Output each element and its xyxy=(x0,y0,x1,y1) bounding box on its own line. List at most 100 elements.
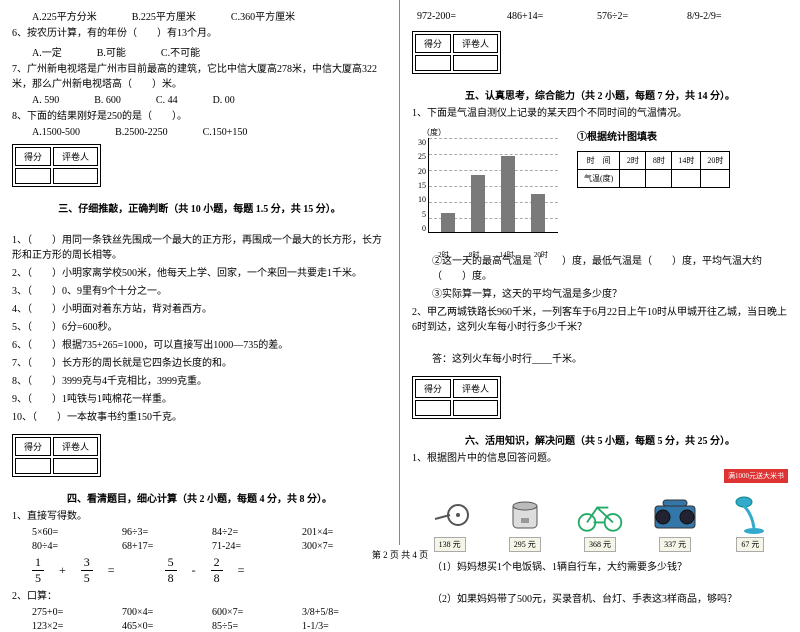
table-cell xyxy=(672,170,701,188)
grader-label: 评卷人 xyxy=(53,147,98,166)
section-4-title: 四、看清题目，细心计算（共 2 小题，每题 4 分，共 8 分）。 xyxy=(12,490,387,505)
judge-item: 8、（ ）3999克与4千克相比，3999克重。 xyxy=(12,374,387,389)
product-lamp: 67 元 xyxy=(725,495,775,552)
product-radio: 337 元 xyxy=(650,495,700,552)
calc-item: 600×7= xyxy=(212,607,272,618)
opt: B.225平方厘米 xyxy=(132,8,196,23)
score-box: 得分评卷人 xyxy=(12,144,101,187)
calc-1-title: 1、直接写得数。 xyxy=(12,509,387,524)
opt: C.360平方厘米 xyxy=(231,8,295,23)
score-box: 得分评卷人 xyxy=(412,31,501,74)
calc-row: 123×2= 465×0= 85÷5= 1-1/3= xyxy=(12,621,387,632)
calc-item: 576÷2= xyxy=(597,11,657,22)
q8-options: A.1500-500 B.2500-2250 C.150+150 xyxy=(12,127,387,138)
score-label: 得分 xyxy=(415,34,451,53)
opt: D. 00 xyxy=(213,95,235,106)
calc-2-title: 2、口算： xyxy=(12,589,387,604)
watch-icon xyxy=(425,495,475,535)
table-header: 气温(度) xyxy=(578,170,620,188)
grader-label: 评卷人 xyxy=(53,437,98,456)
score-box: 得分评卷人 xyxy=(12,434,101,477)
section-5-title: 五、认真思考，综合能力（共 2 小题，每题 7 分，共 14 分）。 xyxy=(412,87,788,102)
y-axis-label: （度） xyxy=(422,127,562,138)
calc-item: 85÷5= xyxy=(212,621,272,632)
table-header: 时 间 xyxy=(578,152,620,170)
bike-icon xyxy=(575,495,625,535)
q8: 8、下面的结果刚好是250的是（ ）。 xyxy=(12,109,387,124)
opt: C.150+150 xyxy=(203,127,248,138)
opt: C. 44 xyxy=(156,95,178,106)
opt: B.可能 xyxy=(97,44,126,59)
calc-item: 8/9-2/9= xyxy=(687,11,747,22)
calc-item: 972-200= xyxy=(417,11,477,22)
chart-title: ①根据统计图填表 xyxy=(577,130,730,145)
opt: A.1500-500 xyxy=(32,127,80,138)
score-box: 得分评卷人 xyxy=(412,376,501,419)
calc-item: 700×4= xyxy=(122,607,182,618)
p1: 1、根据图片中的信息回答问题。 xyxy=(412,451,788,466)
calc-item: 5×60= xyxy=(32,527,92,538)
judge-item: 9、（ ）1吨铁与1吨棉花一样重。 xyxy=(12,392,387,407)
q5-1: 1、下面是气温自测仪上记录的某天四个不同时间的气温情况。 xyxy=(412,106,788,121)
promo-banner: 满1000元送大米书 xyxy=(724,469,788,483)
calc-item: 201×4= xyxy=(302,527,362,538)
calc-row: 275+0= 700×4= 600×7= 3/8+5/8= xyxy=(12,607,387,618)
q6: 6、按农历计算，有的年份（ ）有13个月。 xyxy=(12,26,387,41)
grader-label: 评卷人 xyxy=(453,379,498,398)
lamp-icon xyxy=(725,495,775,535)
table-cell xyxy=(701,170,730,188)
grader-label: 评卷人 xyxy=(453,34,498,53)
opt: A.225平方分米 xyxy=(32,8,97,23)
opt: B.2500-2250 xyxy=(115,127,168,138)
chart-area: （度） 302520151050 2时8时14时20时 ①根据统计图填表 时 间… xyxy=(412,127,788,248)
calc-item: 275+0= xyxy=(32,607,92,618)
calc-row: 5×60= 96÷3= 84÷2= 201×4= xyxy=(12,527,387,538)
right-column: 972-200= 486+14= 576÷2= 8/9-2/9= 得分评卷人 五… xyxy=(400,0,800,545)
product-cooker: 295 元 xyxy=(500,495,550,552)
judge-item: 2、（ ）小明家离学校500米，他每天上学、回家，一个来回一共要走1千米。 xyxy=(12,266,387,281)
plot-area xyxy=(428,138,558,233)
table-cell xyxy=(620,170,646,188)
judge-item: 10、（ ）一本故事书约重150千克。 xyxy=(12,410,387,425)
table-cell xyxy=(646,170,672,188)
judge-item: 1、（ ）用同一条铁丝先围成一个最大的正方形，再围成一个最大的长方形，长方形和正… xyxy=(12,233,387,263)
p1b: （2）如果妈妈带了500元，买录音机、台灯、手表这3样商品，够吗？ xyxy=(412,592,788,607)
product-watch: 138 元 xyxy=(425,495,475,552)
calc-item: 123×2= xyxy=(32,621,92,632)
page-footer: 第 2 页 共 4 页 xyxy=(0,548,800,561)
q6-options: A.一定 B.可能 C.不可能 xyxy=(12,44,387,59)
section-6-title: 六、活用知识，解决问题（共 5 小题，每题 5 分，共 25 分）。 xyxy=(412,432,788,447)
table-cell: 2时 xyxy=(620,152,646,170)
x-axis: 2时8时14时20时 xyxy=(428,250,558,260)
product-row: 138 元 295 元 368 元 337 元 67 元 xyxy=(412,495,788,552)
calc-row: 972-200= 486+14= 576÷2= 8/9-2/9= xyxy=(412,11,788,22)
p1a: （1）妈妈想买1个电饭锅、1辆自行车，大约需要多少钱？ xyxy=(412,560,788,575)
table-cell: 20时 xyxy=(701,152,730,170)
data-table: 时 间 2时 8时 14时 20时 气温(度) xyxy=(577,151,730,188)
judge-item: 3、（ ）0、9里有9个十分之一。 xyxy=(12,284,387,299)
calc-item: 84÷2= xyxy=(212,527,272,538)
q7: 7、广州新电视塔是广州市目前最高的建筑，它比中信大厦高278米，中信大厦高322… xyxy=(12,62,387,92)
table-cell: 14时 xyxy=(672,152,701,170)
judge-item: 4、（ ）小明面对着东方站，背对着西方。 xyxy=(12,302,387,317)
table-cell: 8时 xyxy=(646,152,672,170)
calc-item: 486+14= xyxy=(507,11,567,22)
calc-item: 96÷3= xyxy=(122,527,182,538)
opt: A.一定 xyxy=(32,44,62,59)
q7-options: A. 590 B. 600 C. 44 D. 00 xyxy=(12,95,387,106)
opt: A. 590 xyxy=(32,95,59,106)
calc-item: 465×0= xyxy=(122,621,182,632)
judge-item: 5、（ ）6分=600秒。 xyxy=(12,320,387,335)
radio-icon xyxy=(650,495,700,535)
judge-item: 7、（ ）长方形的周长就是它四条边长度的和。 xyxy=(12,356,387,371)
bar-chart: 302520151050 2时8时14时20时 xyxy=(412,138,562,248)
calc-item: 3/8+5/8= xyxy=(302,607,362,618)
q5-options: A.225平方分米 B.225平方厘米 C.360平方厘米 xyxy=(12,8,387,23)
score-label: 得分 xyxy=(415,379,451,398)
calc-item: 1-1/3= xyxy=(302,621,362,632)
q5-2: 2、甲乙两城铁路长960千米，一列客车于6月22日上午10时从甲城开往乙城，当日… xyxy=(412,305,788,335)
score-label: 得分 xyxy=(15,147,51,166)
judge-item: 6、（ ）根据735+265=1000，可以直接写出1000—735的差。 xyxy=(12,338,387,353)
product-bike: 368 元 xyxy=(575,495,625,552)
left-column: A.225平方分米 B.225平方厘米 C.360平方厘米 6、按农历计算，有的… xyxy=(0,0,400,545)
